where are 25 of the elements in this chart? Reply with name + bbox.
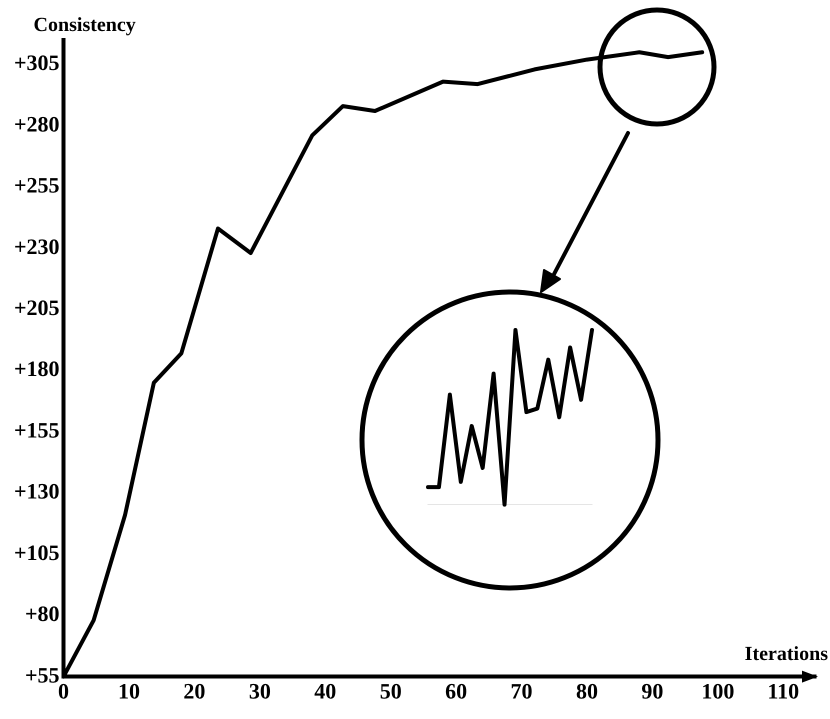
x-tick-label: 30 <box>248 678 271 704</box>
y-tick-label: +155 <box>14 417 60 442</box>
x-tick-label: 100 <box>701 678 734 704</box>
y-tick-label: +305 <box>14 50 60 76</box>
x-axis-title: Iterations <box>744 642 828 665</box>
y-tick-label: +205 <box>14 295 60 320</box>
x-tick-label: 90 <box>641 678 664 704</box>
y-axis-title: Consistency <box>34 14 136 36</box>
x-tick-label: 40 <box>314 678 336 704</box>
x-tick-label: 70 <box>510 678 533 704</box>
x-tick-label: 60 <box>445 678 468 704</box>
x-tick-label: 110 <box>767 678 800 704</box>
y-tick-label: +55 <box>24 662 60 688</box>
y-tick-label: +105 <box>14 540 60 565</box>
x-tick-label: 10 <box>118 678 140 704</box>
y-tick-label: +255 <box>14 172 60 198</box>
x-tick-label: 20 <box>183 678 206 704</box>
x-tick-label: 50 <box>380 678 402 704</box>
y-tick-label: +80 <box>24 601 60 626</box>
y-tick-label: +180 <box>14 356 60 382</box>
y-tick-label: +130 <box>14 478 60 504</box>
x-tick-label: 80 <box>576 678 598 704</box>
y-tick-label: +230 <box>14 234 60 259</box>
x-tick-label: 0 <box>58 678 70 704</box>
y-tick-label: +280 <box>14 111 60 136</box>
